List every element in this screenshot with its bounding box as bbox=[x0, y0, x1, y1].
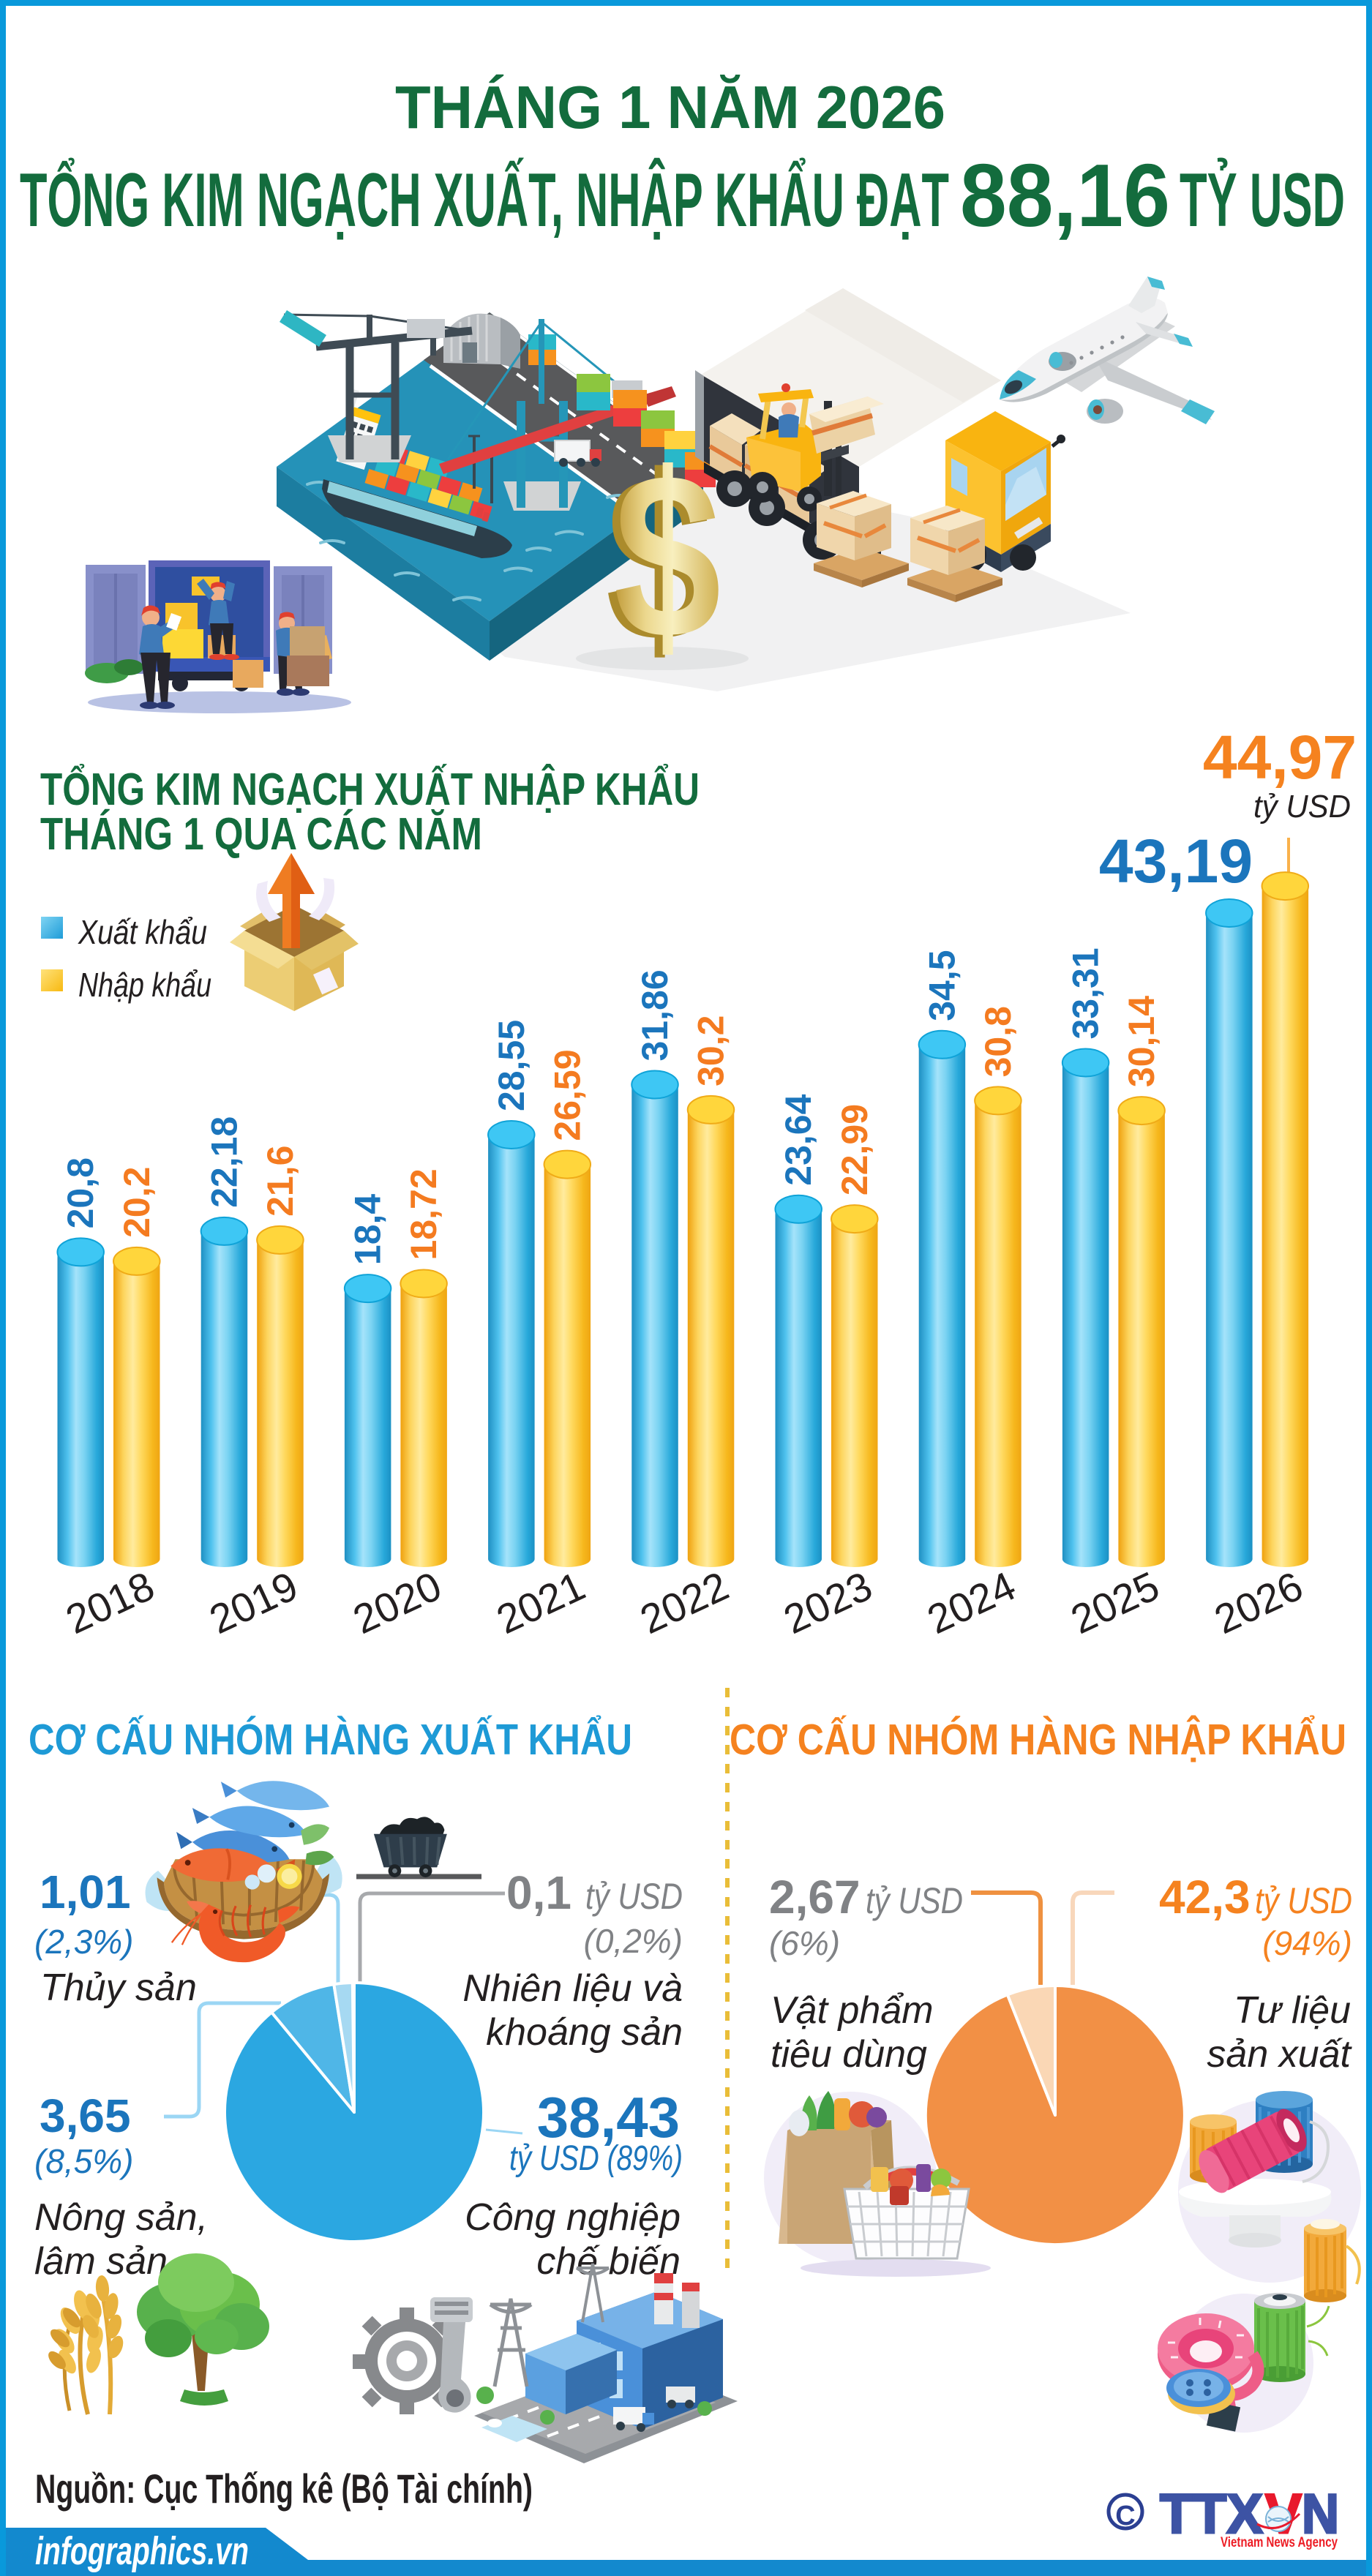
svg-text:23,64: 23,64 bbox=[778, 1094, 819, 1185]
svg-text:3,65: 3,65 bbox=[40, 2089, 131, 2142]
svg-text:88,16: 88,16 bbox=[960, 146, 1170, 245]
svg-text:tỷ USD: tỷ USD bbox=[866, 1880, 963, 1921]
svg-text:Nhiên liệu và: Nhiên liệu và bbox=[462, 1967, 683, 2010]
svg-text:30,2: 30,2 bbox=[691, 1015, 732, 1086]
svg-text:CƠ CẤU NHÓM HÀNG XUẤT KHẨU: CƠ CẤU NHÓM HÀNG XUẤT KHẨU bbox=[29, 1716, 632, 1764]
svg-text:2018: 2018 bbox=[59, 1562, 161, 1642]
svg-text:22,99: 22,99 bbox=[834, 1104, 875, 1195]
svg-text:30,14: 30,14 bbox=[1121, 996, 1162, 1087]
svg-text:tiêu dùng: tiêu dùng bbox=[771, 2033, 927, 2076]
svg-text:2025: 2025 bbox=[1064, 1562, 1166, 1642]
svg-text:20,8: 20,8 bbox=[60, 1157, 101, 1228]
svg-text:THÁNG 1 NĂM 2026: THÁNG 1 NĂM 2026 bbox=[395, 73, 945, 141]
svg-text:Tư liệu: Tư liệu bbox=[1234, 1989, 1351, 2032]
svg-text:TỔNG KIM NGẠCH XUẤT, NHẬP KHẨU: TỔNG KIM NGẠCH XUẤT, NHẬP KHẨU ĐẠT bbox=[20, 157, 949, 243]
svg-text:THÁNG 1 QUA CÁC NĂM: THÁNG 1 QUA CÁC NĂM bbox=[40, 809, 482, 860]
svg-text:CƠ CẤU NHÓM HÀNG NHẬP KHẨU: CƠ CẤU NHÓM HÀNG NHẬP KHẨU bbox=[730, 1715, 1346, 1764]
svg-text:2020: 2020 bbox=[346, 1562, 449, 1642]
svg-text:tỷ USD (89%): tỷ USD (89%) bbox=[509, 2139, 683, 2178]
svg-text:2026: 2026 bbox=[1207, 1562, 1310, 1642]
svg-text:Vật phẩm: Vật phẩm bbox=[771, 1989, 934, 2032]
svg-text:Xuất khẩu: Xuất khẩu bbox=[78, 913, 207, 951]
svg-text:Nhập khẩu: Nhập khẩu bbox=[78, 966, 211, 1004]
svg-text:20,2: 20,2 bbox=[116, 1167, 157, 1238]
svg-text:Thủy sản: Thủy sản bbox=[40, 1967, 197, 2009]
svg-text:21,6: 21,6 bbox=[260, 1146, 301, 1217]
svg-text:26,59: 26,59 bbox=[547, 1049, 588, 1141]
svg-text:0,1: 0,1 bbox=[506, 1866, 571, 1919]
svg-text:42,3: 42,3 bbox=[1159, 1871, 1251, 1923]
svg-text:2022: 2022 bbox=[633, 1562, 735, 1642]
svg-text:Vietnam News Agency: Vietnam News Agency bbox=[1221, 2535, 1338, 2550]
svg-text:38,43: 38,43 bbox=[537, 2085, 680, 2149]
svg-text:31,86: 31,86 bbox=[634, 969, 675, 1061]
svg-text:18,72: 18,72 bbox=[403, 1168, 444, 1260]
svg-text:30,8: 30,8 bbox=[978, 1006, 1019, 1077]
svg-text:infographics.vn: infographics.vn bbox=[35, 2529, 249, 2573]
svg-text:$: $ bbox=[606, 427, 713, 691]
svg-text:sản xuất: sản xuất bbox=[1207, 2033, 1352, 2076]
svg-text:1,01: 1,01 bbox=[40, 1866, 131, 1918]
svg-text:2024: 2024 bbox=[921, 1562, 1023, 1642]
svg-text:(0,2%): (0,2%) bbox=[584, 1922, 683, 1960]
svg-text:(2,3%): (2,3%) bbox=[34, 1923, 133, 1961]
svg-text:$: $ bbox=[614, 424, 721, 688]
svg-text:2,67: 2,67 bbox=[769, 1871, 861, 1923]
svg-text:Nguồn: Cục Thống kê (Bộ Tài ch: Nguồn: Cục Thống kê (Bộ Tài chính) bbox=[35, 2466, 533, 2512]
svg-text:43,19: 43,19 bbox=[1099, 827, 1253, 895]
svg-text:22,18: 22,18 bbox=[203, 1116, 244, 1208]
svg-text:33,31: 33,31 bbox=[1065, 947, 1106, 1039]
svg-text:tỷ USD: tỷ USD bbox=[1255, 1880, 1352, 1921]
svg-text:34,5: 34,5 bbox=[921, 950, 962, 1021]
svg-text:44,97: 44,97 bbox=[1203, 723, 1357, 792]
svg-text:(94%): (94%) bbox=[1262, 1924, 1352, 1962]
svg-text:2021: 2021 bbox=[490, 1562, 592, 1642]
svg-text:2019: 2019 bbox=[203, 1562, 305, 1642]
svg-text:khoáng sản: khoáng sản bbox=[486, 2011, 683, 2054]
svg-text:(8,5%): (8,5%) bbox=[34, 2142, 133, 2180]
svg-text:C: C bbox=[1115, 2501, 1135, 2531]
svg-text:tỷ USD: tỷ USD bbox=[1253, 789, 1351, 825]
svg-text:TTX: TTX bbox=[1160, 2483, 1263, 2545]
svg-text:Nông sản,: Nông sản, bbox=[34, 2196, 208, 2239]
svg-text:Công nghiệp: Công nghiệp bbox=[465, 2196, 681, 2239]
svg-text:18,4: 18,4 bbox=[348, 1194, 389, 1266]
svg-text:TỶ USD: TỶ USD bbox=[1180, 157, 1345, 243]
svg-text:tỷ USD: tỷ USD bbox=[585, 1876, 683, 1917]
svg-text:28,55: 28,55 bbox=[491, 1020, 532, 1111]
svg-text:N: N bbox=[1302, 2483, 1339, 2545]
svg-text:(6%): (6%) bbox=[769, 1924, 840, 1962]
svg-text:2023: 2023 bbox=[776, 1562, 879, 1642]
svg-text:TỔNG KIM NGẠCH XUẤT NHẬP KHẨU: TỔNG KIM NGẠCH XUẤT NHẬP KHẨU bbox=[40, 764, 700, 815]
